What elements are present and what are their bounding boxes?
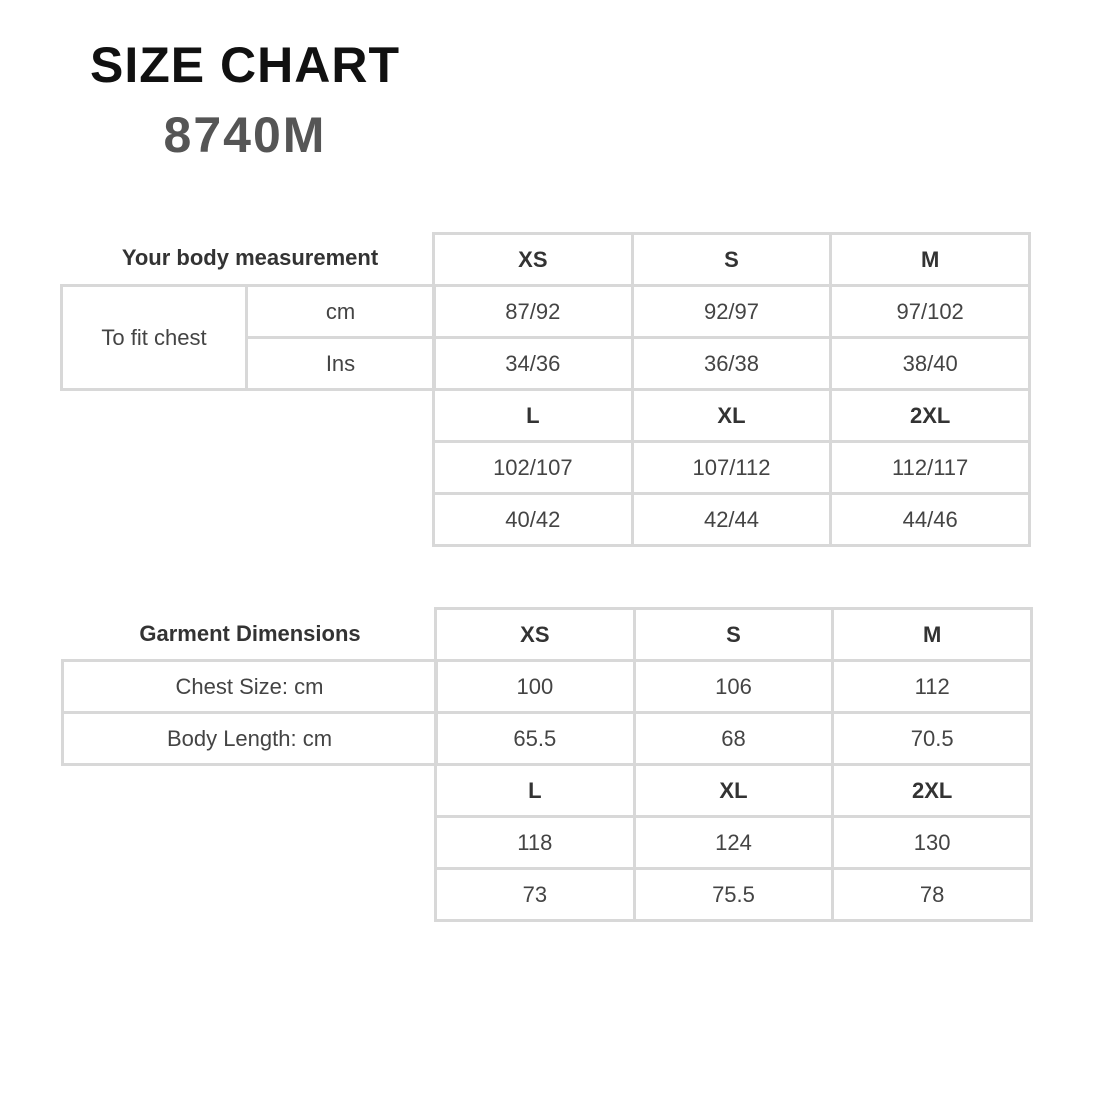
cell: 92/97 xyxy=(630,284,833,339)
row-label: Body Length: cm xyxy=(61,711,438,766)
size-header: XL xyxy=(630,388,833,443)
size-header: S xyxy=(630,232,833,287)
cell: 65.5 xyxy=(434,711,636,766)
cell: 100 xyxy=(434,659,636,714)
row-label: Chest Size: cm xyxy=(61,659,438,714)
size-header: L xyxy=(434,763,636,818)
cell: 112 xyxy=(831,659,1033,714)
cell: 44/46 xyxy=(829,492,1031,547)
size-header: M xyxy=(829,232,1031,287)
product-code: 8740M xyxy=(163,107,327,163)
cell: 38/40 xyxy=(829,336,1031,391)
body-label-table: To fit chest cm Ins xyxy=(60,284,436,391)
cell: 102/107 xyxy=(432,440,634,495)
cell: 36/38 xyxy=(630,336,833,391)
cell: 73 xyxy=(434,867,636,922)
size-header: 2XL xyxy=(829,388,1031,443)
unit-cm: cm xyxy=(245,284,436,339)
cell: 106 xyxy=(632,659,835,714)
size-header: XL xyxy=(632,763,835,818)
garment-dimensions-header: Garment Dimensions xyxy=(139,621,361,646)
garment-label-table: Chest Size: cm Body Length: cm xyxy=(61,659,438,766)
size-header: 2XL xyxy=(831,763,1033,818)
row-label: To fit chest xyxy=(60,284,248,391)
body-measurement-header: Your body measurement xyxy=(121,245,379,270)
cell: 97/102 xyxy=(829,284,1031,339)
size-header: L xyxy=(432,388,634,443)
cell: 70.5 xyxy=(831,711,1033,766)
size-header: S xyxy=(632,607,835,662)
size-header: XS xyxy=(434,607,636,662)
page-title: SIZE CHART xyxy=(90,37,400,93)
cell: 124 xyxy=(632,815,835,870)
cell: 107/112 xyxy=(630,440,833,495)
size-header: M xyxy=(831,607,1033,662)
cell: 78 xyxy=(831,867,1033,922)
cell: 87/92 xyxy=(432,284,634,339)
cell: 130 xyxy=(831,815,1033,870)
cell: 42/44 xyxy=(630,492,833,547)
cell: 40/42 xyxy=(432,492,634,547)
unit-ins: Ins xyxy=(245,336,436,391)
cell: 118 xyxy=(434,815,636,870)
cell: 112/117 xyxy=(829,440,1031,495)
size-header: XS xyxy=(432,232,634,287)
cell: 34/36 xyxy=(432,336,634,391)
garment-size-table: XS S M 100 106 112 65.5 68 70.5 L XL 2XL 118 124 1… xyxy=(434,607,1033,922)
cell: 68 xyxy=(632,711,835,766)
cell: 75.5 xyxy=(632,867,835,922)
